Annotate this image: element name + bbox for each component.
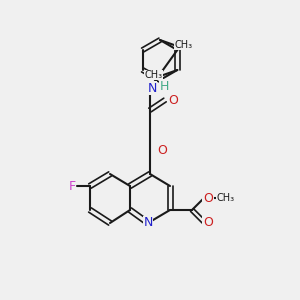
- Text: CH₃: CH₃: [217, 193, 235, 203]
- Text: O: O: [203, 215, 213, 229]
- Text: O: O: [203, 191, 213, 205]
- Text: O: O: [157, 143, 167, 157]
- Text: CH₃: CH₃: [175, 40, 193, 50]
- Text: H: H: [159, 80, 169, 92]
- Text: F: F: [68, 179, 76, 193]
- Text: O: O: [168, 94, 178, 106]
- Text: N: N: [147, 82, 157, 94]
- Text: CH₃: CH₃: [144, 70, 162, 80]
- Text: N: N: [143, 217, 153, 230]
